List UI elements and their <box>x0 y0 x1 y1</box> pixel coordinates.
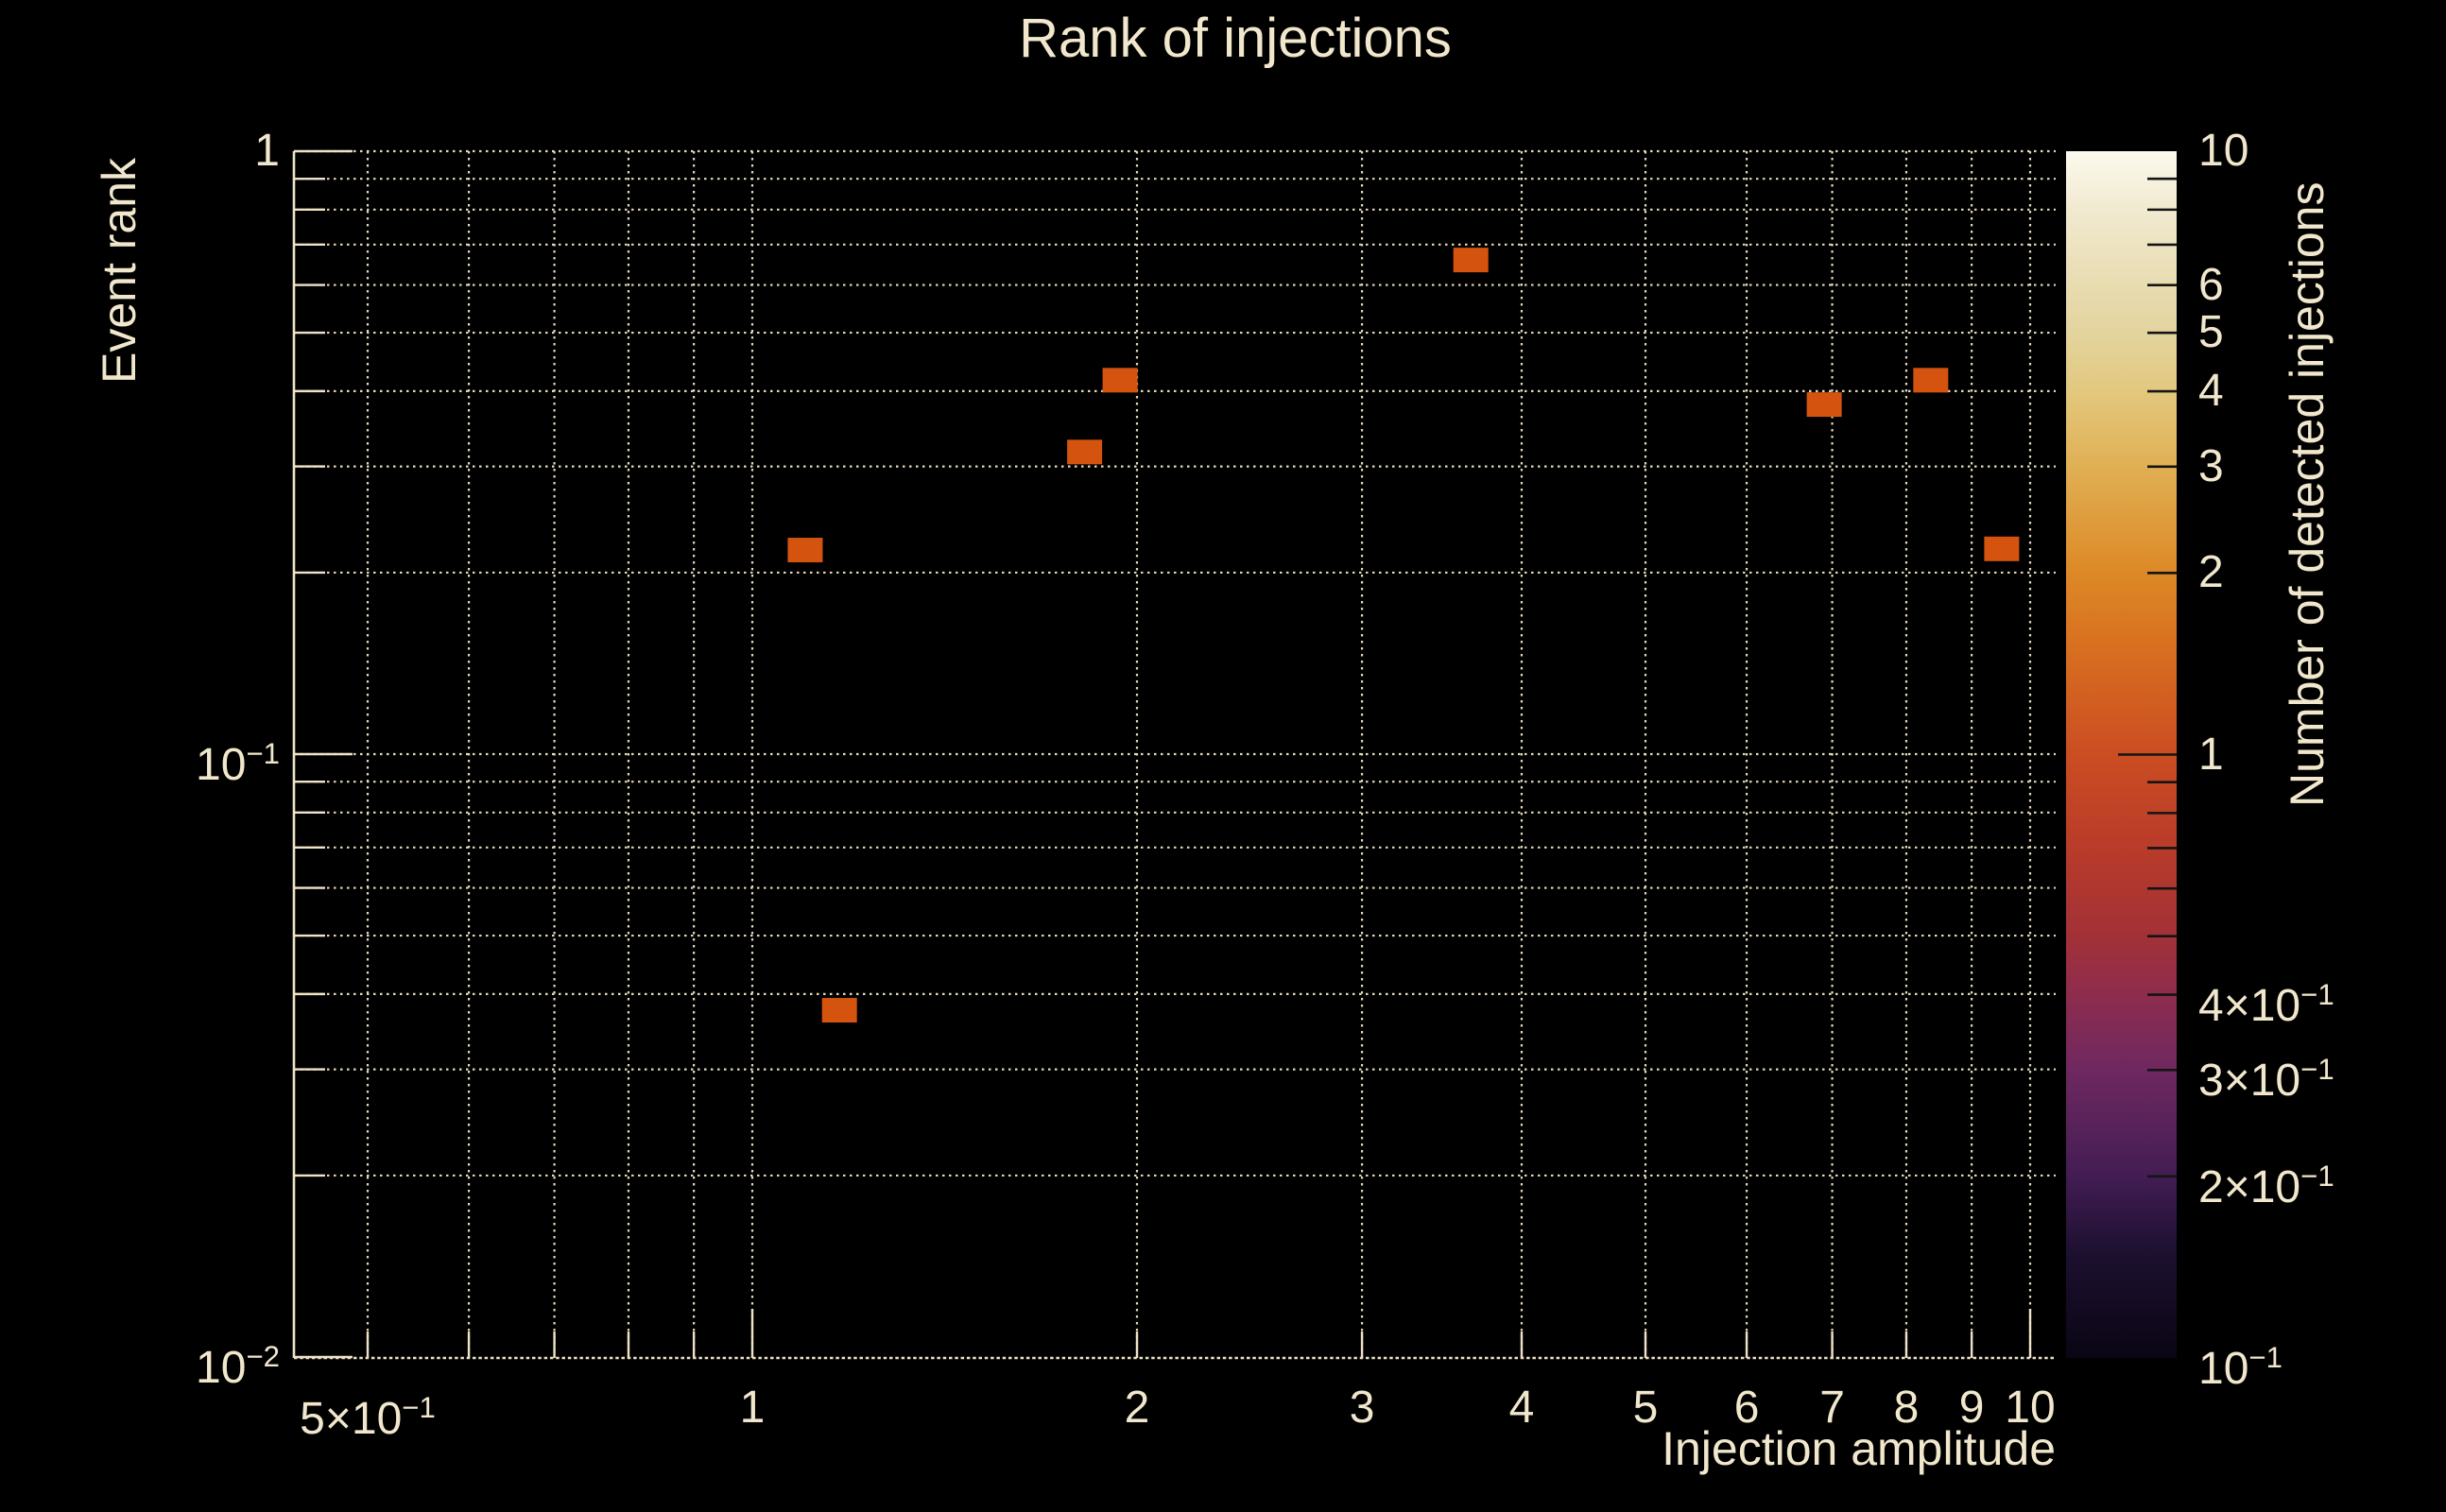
x-tick-label: 6 <box>1733 1383 1760 1433</box>
x-tick-label: 3 <box>1349 1383 1375 1433</box>
colorbar-tick-label: 3 <box>2198 440 2224 491</box>
heatmap-cell <box>1067 439 1103 465</box>
colorbar-tick-label: 10 <box>2198 126 2249 176</box>
x-axis-label: Injection amplitude <box>1662 1422 2056 1475</box>
x-tick-label: 9 <box>1958 1383 1985 1433</box>
heatmap-cell <box>1913 368 1949 393</box>
colorbar-tick-label: 3×10−1 <box>2198 1053 2334 1107</box>
chart-title: Rank of injections <box>1019 8 1452 69</box>
x-tick-label: 5 <box>1632 1383 1659 1433</box>
heatmap-cell <box>1102 368 1138 393</box>
colorbar-tick-label: 2×10−1 <box>2198 1159 2334 1212</box>
colorbar-tick-label: 10−1 <box>2198 1341 2282 1394</box>
colorbar-tick-label: 1 <box>2198 729 2224 780</box>
colorbar-tick-label: 4×10−1 <box>2198 977 2334 1031</box>
heatmap-cell <box>1453 248 1489 273</box>
colorbar-tick-label: 2 <box>2198 547 2224 598</box>
colorbar-tick-label: 6 <box>2198 259 2224 310</box>
heatmap-cell <box>1984 536 2020 561</box>
y-axis-label: Event rank <box>93 157 146 384</box>
x-tick-label: 1 <box>739 1383 766 1433</box>
y-tick-label: 10−1 <box>196 737 280 790</box>
heatmap-cell <box>787 538 823 563</box>
y-tick-label: 10−2 <box>196 1340 280 1393</box>
heatmap-cell <box>821 998 857 1023</box>
x-tick-label: 8 <box>1893 1383 1920 1433</box>
colorbar-tick-label: 5 <box>2198 307 2224 358</box>
heatmap-cell <box>1806 392 1842 418</box>
x-tick-label: 4 <box>1508 1383 1535 1433</box>
x-tick-label: 5×10−1 <box>300 1391 436 1444</box>
y-tick-label: 1 <box>254 126 280 176</box>
x-tick-label: 7 <box>1819 1383 1845 1433</box>
x-tick-label: 10 <box>2005 1383 2056 1433</box>
colorbar-tick-label: 4 <box>2198 366 2224 417</box>
x-tick-label: 2 <box>1124 1383 1150 1433</box>
